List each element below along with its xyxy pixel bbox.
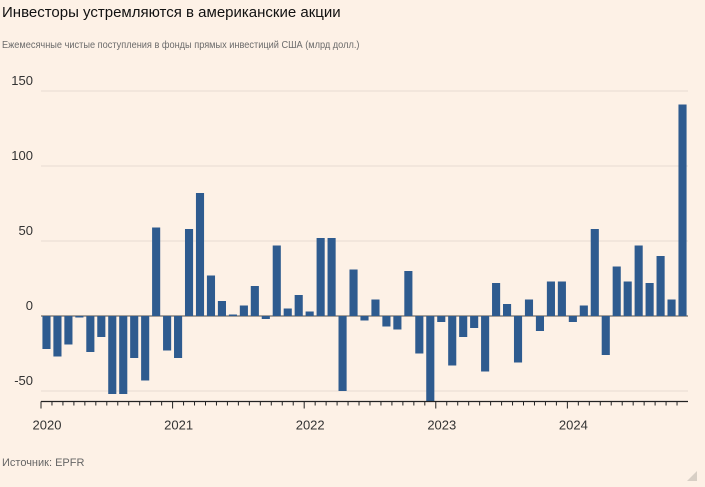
bar-chart: 150 100 50 0 -50 2020 2021 2022 2023 2024 bbox=[11, 73, 688, 433]
bar bbox=[86, 316, 95, 352]
bar bbox=[360, 316, 369, 321]
chart-subtitle: Ежемесячные чистые поступления в фонды п… bbox=[2, 40, 360, 51]
bar bbox=[64, 316, 73, 345]
y-tick-label: -50 bbox=[14, 373, 33, 388]
bar bbox=[294, 295, 303, 316]
bar bbox=[678, 104, 687, 316]
bar bbox=[184, 229, 194, 316]
bar bbox=[667, 299, 676, 316]
bar bbox=[141, 316, 150, 381]
x-tick-label: 2024 bbox=[559, 418, 588, 433]
bar bbox=[579, 305, 588, 316]
bar bbox=[612, 266, 621, 316]
bar bbox=[195, 193, 205, 316]
bar bbox=[524, 299, 534, 316]
bar bbox=[327, 238, 336, 316]
y-tick-label: 150 bbox=[11, 73, 33, 88]
resize-corner-icon bbox=[687, 471, 697, 481]
bar bbox=[338, 316, 347, 391]
bar bbox=[108, 316, 117, 394]
bar bbox=[261, 316, 270, 319]
bar bbox=[568, 316, 577, 322]
x-tick-label: 2021 bbox=[164, 418, 193, 433]
bar bbox=[448, 316, 457, 366]
bar bbox=[152, 227, 161, 316]
x-tick-label: 2022 bbox=[296, 418, 325, 433]
x-tick-label: 2020 bbox=[33, 418, 62, 433]
bar bbox=[119, 316, 128, 394]
bar bbox=[601, 316, 610, 355]
bar bbox=[470, 316, 479, 328]
bar bbox=[75, 316, 84, 318]
bar bbox=[481, 316, 490, 372]
bar bbox=[371, 299, 380, 316]
bar bbox=[535, 316, 545, 331]
chart-title: Инвесторы устремляются в американские ак… bbox=[2, 4, 341, 21]
bar bbox=[349, 269, 358, 316]
bar bbox=[492, 283, 501, 316]
bar bbox=[206, 275, 216, 316]
bar bbox=[305, 311, 314, 316]
bar bbox=[174, 316, 183, 358]
bar bbox=[228, 314, 237, 316]
bar bbox=[415, 316, 424, 354]
bar bbox=[557, 281, 566, 316]
bar bbox=[503, 304, 512, 316]
bar bbox=[404, 271, 413, 316]
bar bbox=[513, 316, 523, 363]
bar bbox=[437, 316, 446, 322]
bar bbox=[250, 286, 259, 316]
bar bbox=[42, 316, 51, 349]
bar bbox=[316, 238, 325, 316]
bar bbox=[623, 281, 632, 316]
bar bbox=[97, 316, 106, 337]
source-note: Источник: EPFR bbox=[2, 457, 85, 469]
bar bbox=[239, 305, 248, 316]
y-tick-label: 100 bbox=[11, 148, 33, 163]
bar bbox=[163, 316, 172, 351]
x-tick-label: 2023 bbox=[427, 418, 456, 433]
bar bbox=[656, 256, 665, 316]
bar bbox=[645, 283, 654, 316]
y-tick-label: 0 bbox=[26, 298, 33, 313]
bar bbox=[590, 229, 599, 316]
bar bbox=[459, 316, 468, 337]
bar bbox=[393, 316, 402, 330]
bar bbox=[53, 316, 62, 357]
bar bbox=[634, 245, 643, 316]
bar bbox=[546, 281, 555, 316]
bar bbox=[272, 245, 281, 316]
bar bbox=[382, 316, 391, 327]
y-tick-label: 50 bbox=[19, 223, 33, 238]
bar bbox=[130, 316, 139, 358]
bar bbox=[217, 301, 226, 316]
bar bbox=[283, 308, 292, 316]
bar bbox=[426, 316, 435, 402]
